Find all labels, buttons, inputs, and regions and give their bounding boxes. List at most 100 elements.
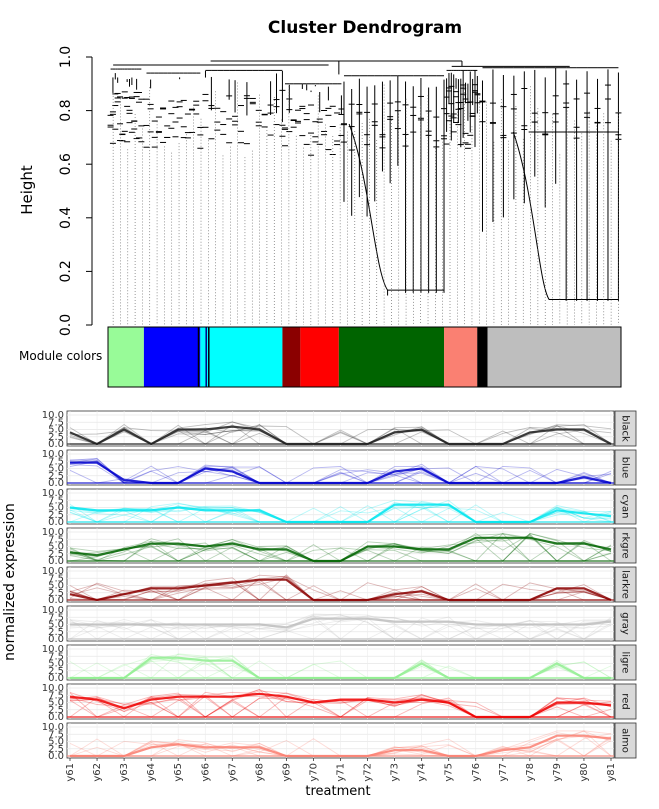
facet-strip: [614, 527, 637, 564]
x-tick-label: y69: [281, 763, 292, 782]
facet-strip: [614, 644, 637, 681]
module-bar-sliver: [205, 327, 207, 387]
dendrogram-y-label: Height: [18, 165, 36, 215]
facet-y-tick-label: 0.0: [48, 478, 64, 489]
facet-strip-label: almo: [620, 728, 631, 753]
x-tick-label: y76: [471, 763, 482, 782]
dendrogram-branch: [348, 123, 445, 291]
facet-y-tick-label: 2.5: [48, 588, 64, 599]
x-tick-label: y77: [498, 763, 509, 782]
x-tick-label: y81: [606, 763, 617, 782]
x-tick-label: y62: [92, 763, 103, 782]
x-axis-label: treatment: [305, 784, 370, 799]
facet-strip-label: gray: [620, 612, 631, 635]
x-tick-label: y74: [417, 763, 428, 782]
module-bar-gray: [487, 327, 621, 387]
expression-line: [69, 613, 612, 640]
facet-y-tick-label: 10.0: [42, 605, 64, 616]
dendrogram-y-tick-label: 0.6: [58, 153, 74, 175]
dendrogram-branch: [512, 131, 619, 301]
module-bar-darkgreen: [338, 327, 445, 387]
facet-y-tick-label: 10.0: [42, 449, 64, 460]
facet-y-tick-label: 10.0: [42, 644, 64, 655]
dendrogram-tree: [107, 60, 622, 325]
facet-y-tick-label: 0.0: [48, 751, 64, 762]
facet-strip-label: ligre: [620, 652, 631, 674]
facet-y-tick-label: 0.0: [48, 517, 64, 528]
facet-strip: [614, 683, 637, 720]
dendrogram-branch: [528, 131, 619, 143]
facet-y-tick-label: 2.5: [48, 744, 64, 755]
facet-y-tick-label: 2.5: [48, 471, 64, 482]
x-tick-label: y65: [173, 763, 184, 782]
facet-y-tick-label: 7.5: [48, 729, 64, 740]
facet-red: 0.02.55.07.510.0 red: [42, 683, 637, 723]
expression-line: [69, 613, 612, 640]
x-tick-label: y71: [336, 763, 347, 782]
dendrogram-y-tick-label: 0.0: [58, 314, 74, 336]
facet-y-tick-label: 7.5: [48, 651, 64, 662]
dendrogram-y-axis: 0.0 0.2 0.4 0.6 0.8 1.0: [58, 46, 93, 336]
x-tick-label: y80: [579, 763, 590, 782]
facet-y-tick-label: 7.5: [48, 495, 64, 506]
facet-salmon: 0.02.55.07.510.0 almo: [42, 722, 637, 762]
module-colors-label: Module colors: [19, 349, 102, 363]
expression-line: [69, 532, 612, 562]
facet-strip: [614, 449, 637, 486]
facet-y-tick-label: 5.0: [48, 464, 64, 475]
facet-y-tick-label: 7.5: [48, 573, 64, 584]
facets-y-label: normalized expression: [2, 503, 18, 661]
module-bar-sliver: [197, 327, 200, 387]
facet-y-tick-label: 2.5: [48, 627, 64, 638]
x-tick-label: y66: [200, 763, 211, 782]
facet-y-tick-label: 7.5: [48, 417, 64, 428]
facet-gray: 0.02.55.07.510.0 gray: [42, 605, 637, 645]
facet-y-tick-label: 5.0: [48, 542, 64, 553]
facet-y-tick-label: 2.5: [48, 666, 64, 677]
facet-y-tick-label: 2.5: [48, 510, 64, 521]
facet-y-tick-label: 5.0: [48, 581, 64, 592]
facet-black: 0.02.55.07.510.0 black: [42, 410, 637, 450]
facet-y-tick-label: 10.0: [42, 410, 64, 421]
dendrogram-title: Cluster Dendrogram: [268, 18, 462, 38]
facet-strip-label: red: [620, 693, 631, 709]
facet-y-tick-label: 5.0: [48, 620, 64, 631]
facet-strip-label: blue: [620, 457, 631, 479]
facet-y-tick-label: 10.0: [42, 722, 64, 733]
facet-blue: 0.02.55.07.510.0 blue: [42, 449, 637, 489]
facet-y-tick-label: 10.0: [42, 488, 64, 499]
dendrogram-y-tick-label: 0.8: [58, 99, 74, 121]
facet-y-tick-label: 2.5: [48, 432, 64, 443]
treatment-x-axis: y61 y62 y63 y64 y65 y66 y67 y68 y69 y70 y71 y72 y73 y…: [65, 758, 617, 782]
module-bar-sliver: [477, 327, 479, 387]
module-bar-sliver: [485, 327, 487, 387]
x-tick-label: y63: [119, 763, 130, 782]
facet-y-tick-label: 0.0: [48, 673, 64, 684]
facet-strip-label: black: [620, 415, 631, 442]
module-bar-frame: [107, 326, 622, 388]
facet-y-tick-label: 7.5: [48, 690, 64, 701]
facet-y-tick-label: 5.0: [48, 425, 64, 436]
facet-cyan: 0.02.55.07.510.0 cyan: [42, 488, 637, 528]
x-tick-label: y79: [552, 763, 563, 782]
facet-strip-label: cyan: [620, 495, 631, 519]
expression-profile-gray: [70, 617, 612, 629]
facet-y-tick-label: 10.0: [42, 683, 64, 694]
facet-strip: [614, 605, 637, 642]
facet-strip: [614, 410, 637, 447]
facet-y-tick-label: 0.0: [48, 439, 64, 450]
module-bar-red: [300, 327, 339, 387]
x-tick-label: y75: [444, 763, 455, 782]
facet-strip-label: larkre: [620, 570, 631, 599]
facet-strip-label: rkgre: [620, 532, 631, 558]
facet-lightgreen: 0.02.55.07.510.0 ligre: [42, 644, 637, 684]
dendrogram-y-tick-label: 1.0: [58, 46, 74, 68]
facet-y-tick-label: 0.0: [48, 556, 64, 567]
facet-y-tick-label: 0.0: [48, 595, 64, 606]
expression-facets: 0.02.55.07.510.0 black0.02.55.07.510.0blu…: [42, 410, 637, 762]
module-bar-black: [477, 327, 488, 387]
facet-y-tick-label: 7.5: [48, 534, 64, 545]
dendrogram-y-tick-label: 0.4: [58, 207, 74, 229]
facet-strip: [614, 722, 637, 759]
facet-y-tick-label: 2.5: [48, 549, 64, 560]
